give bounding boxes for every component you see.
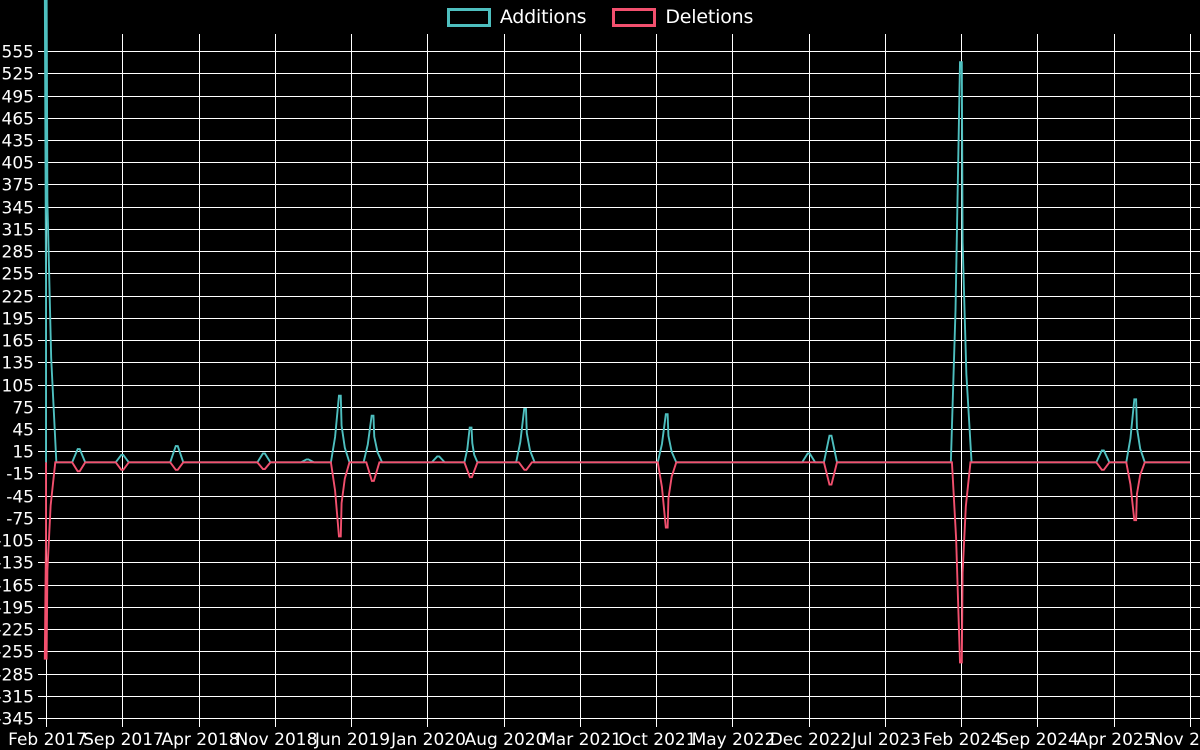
series-group bbox=[43, 0, 1190, 664]
x-tick-label: Jun 2019 bbox=[314, 730, 390, 750]
x-tick-label: Nov 2025 bbox=[1151, 730, 1200, 750]
x-tick-label: Mar 2021 bbox=[541, 730, 622, 750]
y-tick-label: 495 bbox=[2, 88, 34, 108]
series-line-additions bbox=[43, 0, 1190, 464]
y-tick-label: 315 bbox=[2, 221, 34, 241]
y-tick-label: -15 bbox=[6, 465, 34, 485]
x-tick-label: Feb 2024 bbox=[923, 730, 1002, 750]
y-tick-label: 465 bbox=[2, 110, 34, 130]
legend-item-additions[interactable]: Additions bbox=[446, 6, 587, 28]
y-tick-label: 15 bbox=[12, 443, 34, 463]
y-tick-label: -165 bbox=[0, 577, 34, 597]
y-tick-label: -195 bbox=[0, 599, 34, 619]
y-tick-label: -255 bbox=[0, 643, 34, 663]
y-tick-label: 105 bbox=[2, 377, 34, 397]
x-tick-label: Feb 2017 bbox=[8, 730, 87, 750]
y-axis-labels: 5555254954654354053753453152852552251951… bbox=[0, 43, 34, 730]
y-tick-label: -75 bbox=[6, 510, 34, 530]
y-tick-label: 195 bbox=[2, 310, 34, 330]
y-tick-label: 285 bbox=[2, 243, 34, 263]
x-tick-label: Aug 2020 bbox=[465, 730, 547, 750]
y-tick-label: 45 bbox=[12, 421, 34, 441]
y-tick-label: 135 bbox=[2, 354, 34, 374]
y-tick-label: 75 bbox=[12, 399, 34, 419]
y-tick-label: 405 bbox=[2, 154, 34, 174]
y-tick-label: 375 bbox=[2, 176, 34, 196]
y-tick-label: -345 bbox=[0, 710, 34, 730]
y-tick-label: -105 bbox=[0, 532, 34, 552]
x-tick-label: Sep 2017 bbox=[83, 730, 164, 750]
chart-legend: Additions Deletions bbox=[0, 0, 1200, 34]
gridlines-group bbox=[45, 34, 1200, 719]
y-tick-label: 555 bbox=[2, 43, 34, 63]
legend-label-deletions: Deletions bbox=[665, 6, 754, 28]
x-tick-label: Apr 2018 bbox=[161, 730, 239, 750]
series-line-deletions bbox=[43, 461, 1190, 664]
x-tick-label: Jul 2023 bbox=[851, 730, 921, 750]
y-tick-label: 345 bbox=[2, 199, 34, 219]
x-tick-label: May 2022 bbox=[692, 730, 776, 750]
y-tick-label: 525 bbox=[2, 65, 34, 85]
x-tick-label: Oct 2021 bbox=[618, 730, 696, 750]
legend-item-deletions[interactable]: Deletions bbox=[612, 6, 753, 28]
x-tick-label: Dec 2022 bbox=[770, 730, 852, 750]
x-tick-label: Sep 2024 bbox=[998, 730, 1079, 750]
x-tick-label: Jan 2020 bbox=[390, 730, 466, 750]
y-tick-label: 225 bbox=[2, 288, 34, 308]
y-tick-label: -315 bbox=[0, 688, 34, 708]
y-axis-ticks bbox=[38, 50, 46, 720]
y-tick-label: -45 bbox=[6, 488, 34, 508]
y-tick-label: -285 bbox=[0, 666, 34, 686]
x-tick-label: Apr 2025 bbox=[1076, 730, 1154, 750]
y-tick-label: -225 bbox=[0, 621, 34, 641]
legend-swatch-additions bbox=[446, 7, 491, 27]
y-tick-label: 435 bbox=[2, 132, 34, 152]
y-tick-label: -135 bbox=[0, 554, 34, 574]
y-tick-label: 255 bbox=[2, 265, 34, 285]
y-tick-label: 165 bbox=[2, 332, 34, 352]
x-tick-label: Nov 2018 bbox=[236, 730, 318, 750]
legend-label-additions: Additions bbox=[499, 6, 587, 28]
x-axis-ticks bbox=[45, 718, 1192, 727]
legend-swatch-deletions bbox=[612, 7, 657, 27]
